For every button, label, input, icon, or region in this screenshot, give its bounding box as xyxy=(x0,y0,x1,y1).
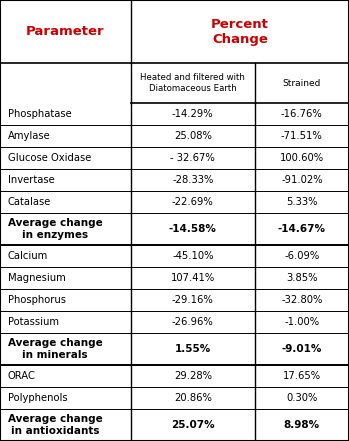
Text: - 32.67%: - 32.67% xyxy=(170,153,215,163)
Text: -6.09%: -6.09% xyxy=(284,251,320,261)
Text: Polyphenols: Polyphenols xyxy=(8,393,67,403)
Text: -28.33%: -28.33% xyxy=(172,175,214,185)
Text: -29.16%: -29.16% xyxy=(172,295,214,305)
Text: ORAC: ORAC xyxy=(8,371,36,381)
Text: -16.76%: -16.76% xyxy=(281,109,323,119)
Text: 100.60%: 100.60% xyxy=(280,153,324,163)
Text: Glucose Oxidase: Glucose Oxidase xyxy=(8,153,91,163)
Text: -32.80%: -32.80% xyxy=(281,295,322,305)
Text: 17.65%: 17.65% xyxy=(283,371,321,381)
Text: -1.00%: -1.00% xyxy=(284,317,319,327)
Text: 8.98%: 8.98% xyxy=(284,420,320,430)
Text: Phosphatase: Phosphatase xyxy=(8,109,72,119)
Text: 3.85%: 3.85% xyxy=(286,273,318,283)
Text: -71.51%: -71.51% xyxy=(281,131,323,141)
Text: Potassium: Potassium xyxy=(8,317,59,327)
Text: -26.96%: -26.96% xyxy=(172,317,214,327)
Text: -22.69%: -22.69% xyxy=(172,197,214,207)
Text: Percent
Change: Percent Change xyxy=(211,18,269,45)
Text: Average change
in enzymes: Average change in enzymes xyxy=(8,218,102,240)
Text: 0.30%: 0.30% xyxy=(286,393,318,403)
Text: Heated and filtered with
Diatomaceous Earth: Heated and filtered with Diatomaceous Ea… xyxy=(140,74,245,93)
Text: Phosphorus: Phosphorus xyxy=(8,295,66,305)
Text: 25.08%: 25.08% xyxy=(174,131,212,141)
Text: Magnesium: Magnesium xyxy=(8,273,65,283)
Text: -14.58%: -14.58% xyxy=(169,224,217,234)
Text: Average change
in minerals: Average change in minerals xyxy=(8,338,102,360)
Text: 1.55%: 1.55% xyxy=(175,344,211,354)
Text: -14.29%: -14.29% xyxy=(172,109,214,119)
Text: 20.86%: 20.86% xyxy=(174,393,212,403)
Text: 29.28%: 29.28% xyxy=(174,371,212,381)
Text: Calcium: Calcium xyxy=(8,251,48,261)
Text: Catalase: Catalase xyxy=(8,197,51,207)
Text: -91.02%: -91.02% xyxy=(281,175,323,185)
Text: -14.67%: -14.67% xyxy=(278,224,326,234)
Text: Strained: Strained xyxy=(283,78,321,88)
Text: Average change
in antioxidants: Average change in antioxidants xyxy=(8,414,102,436)
Text: 107.41%: 107.41% xyxy=(171,273,215,283)
Text: -9.01%: -9.01% xyxy=(282,344,322,354)
Text: Parameter: Parameter xyxy=(26,25,105,38)
Text: -45.10%: -45.10% xyxy=(172,251,214,261)
Text: Invertase: Invertase xyxy=(8,175,54,185)
Text: Amylase: Amylase xyxy=(8,131,50,141)
Text: 25.07%: 25.07% xyxy=(171,420,215,430)
Text: 5.33%: 5.33% xyxy=(286,197,318,207)
